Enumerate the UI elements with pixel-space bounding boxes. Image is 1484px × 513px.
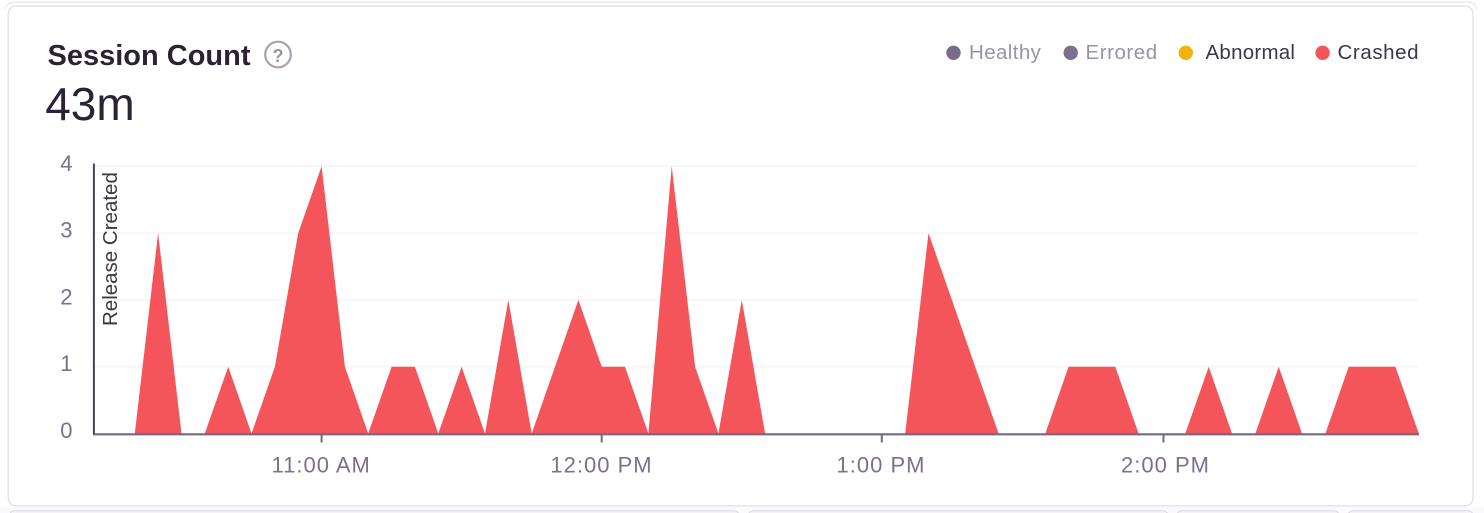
svg-text:Errored: Errored — [1086, 41, 1158, 64]
svg-text:11:00 AM: 11:00 AM — [272, 452, 371, 477]
svg-text:3: 3 — [60, 218, 72, 243]
svg-text:Session Count: Session Count — [48, 40, 251, 72]
svg-text:Crashed: Crashed — [1338, 41, 1420, 64]
svg-text:?: ? — [273, 46, 284, 66]
svg-text:4: 4 — [60, 151, 72, 176]
svg-text:Healthy: Healthy — [969, 41, 1042, 64]
svg-text:12:00 PM: 12:00 PM — [550, 452, 652, 477]
svg-text:Abnormal: Abnormal — [1206, 41, 1296, 64]
svg-text:43m: 43m — [45, 78, 134, 130]
svg-text:1:00 PM: 1:00 PM — [837, 452, 926, 477]
svg-text:0: 0 — [60, 418, 72, 443]
svg-text:2: 2 — [60, 284, 72, 309]
svg-text:1: 1 — [60, 351, 72, 376]
svg-text:Release Created: Release Created — [99, 172, 122, 326]
svg-text:2:00 PM: 2:00 PM — [1121, 452, 1210, 477]
